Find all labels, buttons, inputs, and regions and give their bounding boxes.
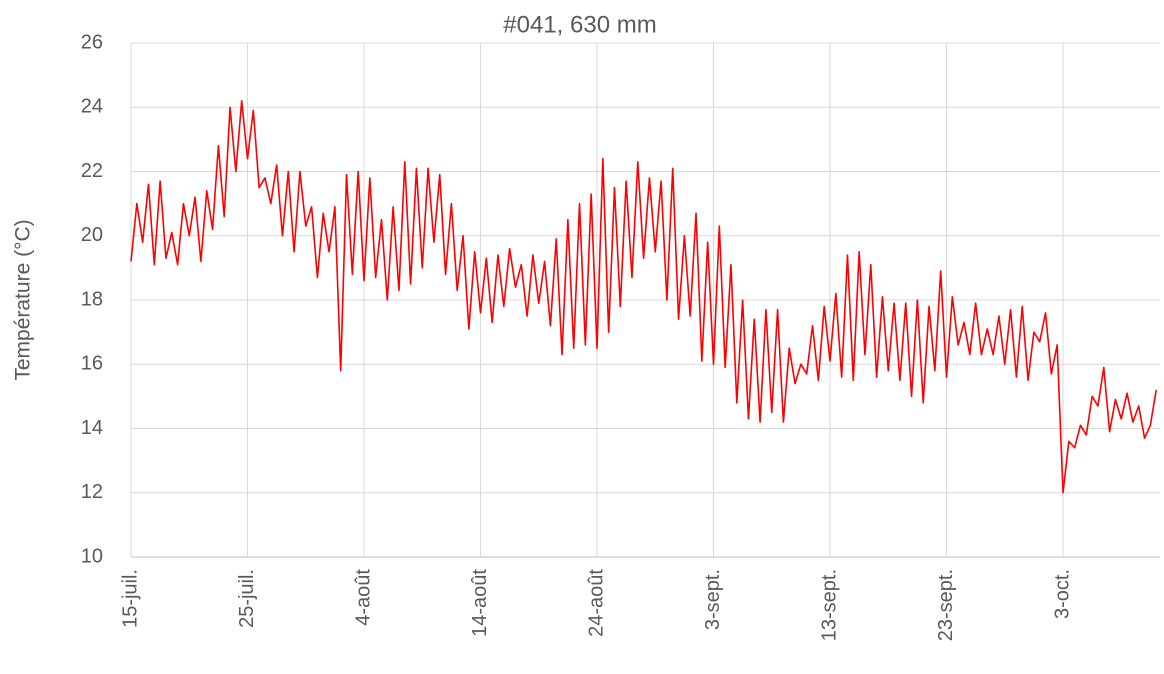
x-tick-label: 24-août — [585, 569, 607, 637]
y-tick-label: 24 — [81, 96, 103, 118]
x-tick-label: 3-sept. — [702, 569, 724, 630]
chart-title: #041, 630 mm — [503, 11, 656, 38]
x-tick-label: 13-sept. — [818, 569, 840, 641]
y-tick-label: 22 — [81, 160, 103, 182]
y-tick-label: 20 — [81, 224, 103, 246]
x-tick-label: 15-juil. — [119, 569, 141, 628]
y-tick-label: 14 — [81, 417, 103, 439]
y-tick-label: 16 — [81, 353, 103, 375]
x-tick-label: 4-août — [352, 569, 374, 626]
y-tick-label: 26 — [81, 31, 103, 53]
x-tick-label: 25-juil. — [236, 569, 258, 628]
y-tick-label: 10 — [81, 545, 103, 567]
y-tick-label: 12 — [81, 481, 103, 503]
data-line — [130, 100, 1157, 494]
y-tick-label: 18 — [81, 288, 103, 310]
x-tick-label: 23-sept. — [935, 569, 957, 641]
x-tick-label: 14-août — [469, 569, 491, 637]
y-axis-label: Température (°C) — [12, 219, 35, 380]
x-tick-label: 3-oct. — [1051, 569, 1073, 619]
